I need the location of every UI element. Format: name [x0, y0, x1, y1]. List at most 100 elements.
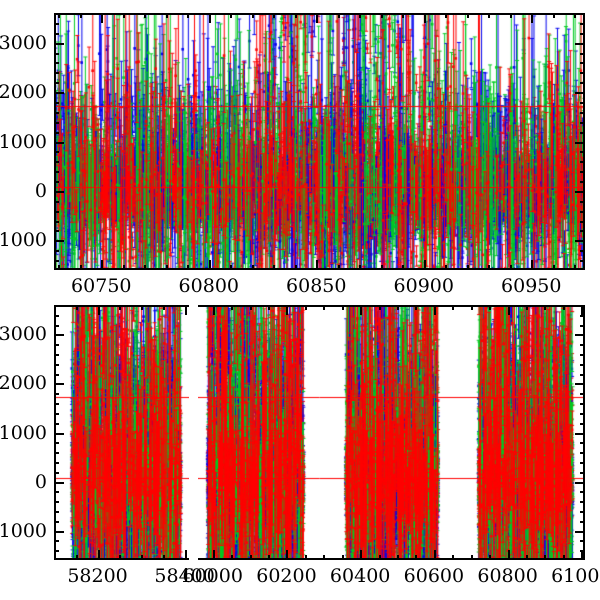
y-tick — [580, 540, 585, 543]
x-tick — [251, 13, 254, 18]
y-tick — [54, 72, 59, 75]
x-tick — [433, 550, 436, 560]
y-tick — [54, 82, 59, 85]
y-tick — [54, 181, 59, 184]
y-tick — [580, 510, 585, 513]
x-tick — [75, 305, 78, 310]
x-tick — [187, 265, 190, 270]
x-tick-label: 60200 — [256, 565, 317, 587]
x-tick — [552, 265, 555, 270]
x-tick — [251, 265, 254, 270]
x-tick-label: 60750 — [71, 275, 132, 297]
x-tick — [119, 305, 122, 310]
x-tick — [294, 13, 297, 18]
y-tick — [54, 432, 64, 435]
y-tick — [580, 161, 585, 164]
y-tick — [54, 540, 59, 543]
x-tick — [165, 13, 168, 18]
y-tick — [54, 412, 59, 415]
x-tick — [162, 555, 165, 560]
y-tick-label: −1000 — [0, 229, 47, 252]
x-tick-label: 60950 — [501, 275, 562, 297]
x-tick — [230, 13, 233, 18]
y-tick — [54, 501, 59, 504]
x-tick — [144, 265, 147, 270]
y-tick — [580, 181, 585, 184]
x-tick — [509, 13, 512, 18]
top-panel-data-canvas — [54, 13, 585, 270]
y-tick — [580, 230, 585, 233]
x-tick — [212, 305, 215, 315]
x-tick — [58, 13, 61, 18]
bottom-panel-plot-area — [54, 305, 585, 560]
x-tick — [144, 13, 147, 18]
y-tick — [575, 334, 585, 337]
y-tick-label: 3000 — [0, 31, 47, 54]
y-tick — [54, 210, 59, 213]
x-tick — [531, 260, 534, 270]
x-tick — [184, 305, 187, 315]
y-tick — [54, 161, 59, 164]
y-tick — [575, 383, 585, 386]
x-tick — [286, 305, 289, 315]
y-tick — [580, 220, 585, 223]
y-tick — [54, 383, 64, 386]
y-tick — [580, 52, 585, 55]
y-tick — [580, 501, 585, 504]
y-tick — [575, 240, 585, 243]
x-tick — [337, 13, 340, 18]
x-tick — [574, 13, 577, 18]
x-tick — [397, 555, 400, 560]
y-tick — [575, 530, 585, 533]
x-tick-label: 60000 — [182, 565, 243, 587]
x-tick — [268, 555, 271, 560]
y-tick — [54, 403, 59, 406]
x-tick — [470, 555, 473, 560]
y-tick — [580, 32, 585, 35]
y-tick — [580, 22, 585, 25]
x-tick — [526, 555, 529, 560]
y-tick — [575, 481, 585, 484]
y-tick — [580, 101, 585, 104]
y-tick — [54, 373, 59, 376]
y-tick — [54, 171, 59, 174]
x-tick — [316, 260, 319, 270]
y-tick — [54, 52, 59, 55]
x-tick — [402, 265, 405, 270]
y-tick — [54, 111, 59, 114]
x-tick — [378, 555, 381, 560]
y-tick — [54, 101, 59, 104]
bottom-panel-data-canvas — [54, 305, 585, 560]
x-tick — [488, 13, 491, 18]
x-tick — [122, 265, 125, 270]
x-tick-label: 60850 — [286, 275, 347, 297]
x-tick — [433, 305, 436, 315]
y-tick-label: 3000 — [0, 323, 47, 346]
y-tick — [54, 314, 59, 317]
y-tick — [54, 354, 59, 357]
y-tick — [54, 530, 64, 533]
y-tick — [575, 432, 585, 435]
x-tick — [79, 265, 82, 270]
x-tick — [231, 555, 234, 560]
x-tick — [452, 305, 455, 310]
y-tick — [580, 314, 585, 317]
y-tick — [54, 471, 59, 474]
x-tick — [79, 13, 82, 18]
x-tick — [162, 305, 165, 310]
y-tick — [54, 92, 64, 95]
x-tick — [544, 555, 547, 560]
x-tick — [489, 305, 492, 310]
y-tick-label: 2000 — [0, 372, 47, 395]
x-tick — [380, 265, 383, 270]
x-tick — [231, 305, 234, 310]
y-tick — [54, 393, 59, 396]
x-tick — [581, 305, 584, 315]
y-tick — [580, 82, 585, 85]
x-tick — [574, 265, 577, 270]
y-tick — [580, 491, 585, 494]
y-tick — [54, 334, 64, 337]
y-tick — [580, 324, 585, 327]
y-tick — [54, 22, 59, 25]
